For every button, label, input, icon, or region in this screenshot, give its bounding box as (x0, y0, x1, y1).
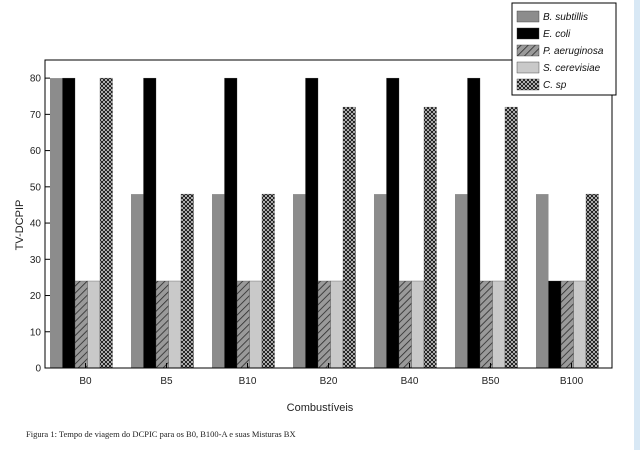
bar-b0-series-2 (62, 77, 76, 369)
y-tick-label: 80 (30, 74, 42, 85)
bar-b10-series-4 (249, 280, 263, 369)
bar-b5-series-2 (143, 77, 157, 369)
legend-label: B. subtillis (543, 12, 588, 23)
bar-b5-series-5 (180, 193, 194, 369)
bar-b40-series-2 (386, 77, 400, 369)
y-axis-title: TV-DCPIP (14, 200, 26, 251)
figure-caption: Figura 1: Tempo de viagem do DCPIC para … (26, 429, 296, 439)
bar-b20-series-3 (317, 280, 331, 369)
x-tick-label: B0 (79, 376, 92, 387)
legend-swatch (516, 78, 540, 91)
x-axis-title: Combustíveis (287, 402, 354, 414)
bar-b40-series-5 (423, 106, 437, 369)
bar-b100-series-1 (536, 194, 549, 368)
y-tick-label: 40 (30, 219, 42, 230)
x-tick-label: B5 (160, 376, 173, 387)
bar-b40-series-4 (411, 280, 425, 369)
bar-b5-series-1 (131, 194, 144, 368)
y-tick-label: 20 (30, 291, 42, 302)
bar-b20-series-4 (330, 280, 344, 369)
legend-label: P. aeruginosa (543, 46, 604, 57)
bar-b10-series-2 (224, 77, 238, 369)
bar-b0-series-1 (50, 78, 63, 368)
bar-b40-series-1 (374, 194, 387, 368)
legend-label: E. coli (543, 29, 571, 40)
page-edge-stripe (634, 0, 640, 450)
x-tick-label: B20 (320, 376, 338, 387)
y-tick-label: 60 (30, 146, 42, 157)
bar-b5-series-4 (168, 280, 182, 369)
y-tick-label: 30 (30, 255, 42, 266)
legend-swatch (516, 44, 540, 57)
bar-b100-series-5 (585, 193, 599, 369)
bar-b10-series-5 (261, 193, 275, 369)
legend: B. subtillis E. coli P. aeruginosa S. cerev… (511, 2, 617, 96)
x-tick-label: B10 (239, 376, 257, 387)
bar-b10-series-1 (212, 194, 225, 368)
bar-b0-series-5 (99, 77, 113, 369)
bar-b0-series-3 (74, 280, 88, 369)
bar-b40-series-3 (398, 280, 412, 369)
bar-b50-series-2 (467, 77, 481, 369)
bars-layer (50, 77, 599, 369)
y-tick-label: 50 (30, 182, 42, 193)
bar-b20-series-2 (305, 77, 319, 369)
legend-swatch (516, 10, 540, 23)
legend-swatch (516, 27, 540, 40)
bar-b0-series-4 (87, 280, 101, 369)
legend-label: C. sp (543, 80, 567, 91)
bar-b20-series-1 (293, 194, 306, 368)
bar-b20-series-5 (342, 106, 356, 369)
bar-b100-series-2 (548, 280, 562, 369)
bar-b50-series-1 (455, 194, 468, 368)
legend-swatch (516, 61, 540, 74)
x-tick-label: B50 (482, 376, 500, 387)
bar-b50-series-5 (504, 106, 518, 369)
y-tick-label: 10 (30, 327, 42, 338)
y-tick-label: 70 (30, 110, 42, 121)
axes: 0 10 20 30 40 50 60 70 80 B0 B5 B10 B20 B40 B50 B100 (30, 59, 613, 387)
bar-b100-series-4 (573, 280, 587, 369)
legend-label: S. cerevisiae (543, 63, 601, 74)
bar-b50-series-4 (492, 280, 506, 369)
x-tick-label: B100 (560, 376, 584, 387)
bar-b100-series-3 (560, 280, 574, 369)
y-tick-label: 0 (35, 364, 41, 375)
bar-b5-series-3 (155, 280, 169, 369)
bar-b10-series-3 (236, 280, 250, 369)
x-tick-label: B40 (401, 376, 419, 387)
bar-b50-series-3 (479, 280, 493, 369)
